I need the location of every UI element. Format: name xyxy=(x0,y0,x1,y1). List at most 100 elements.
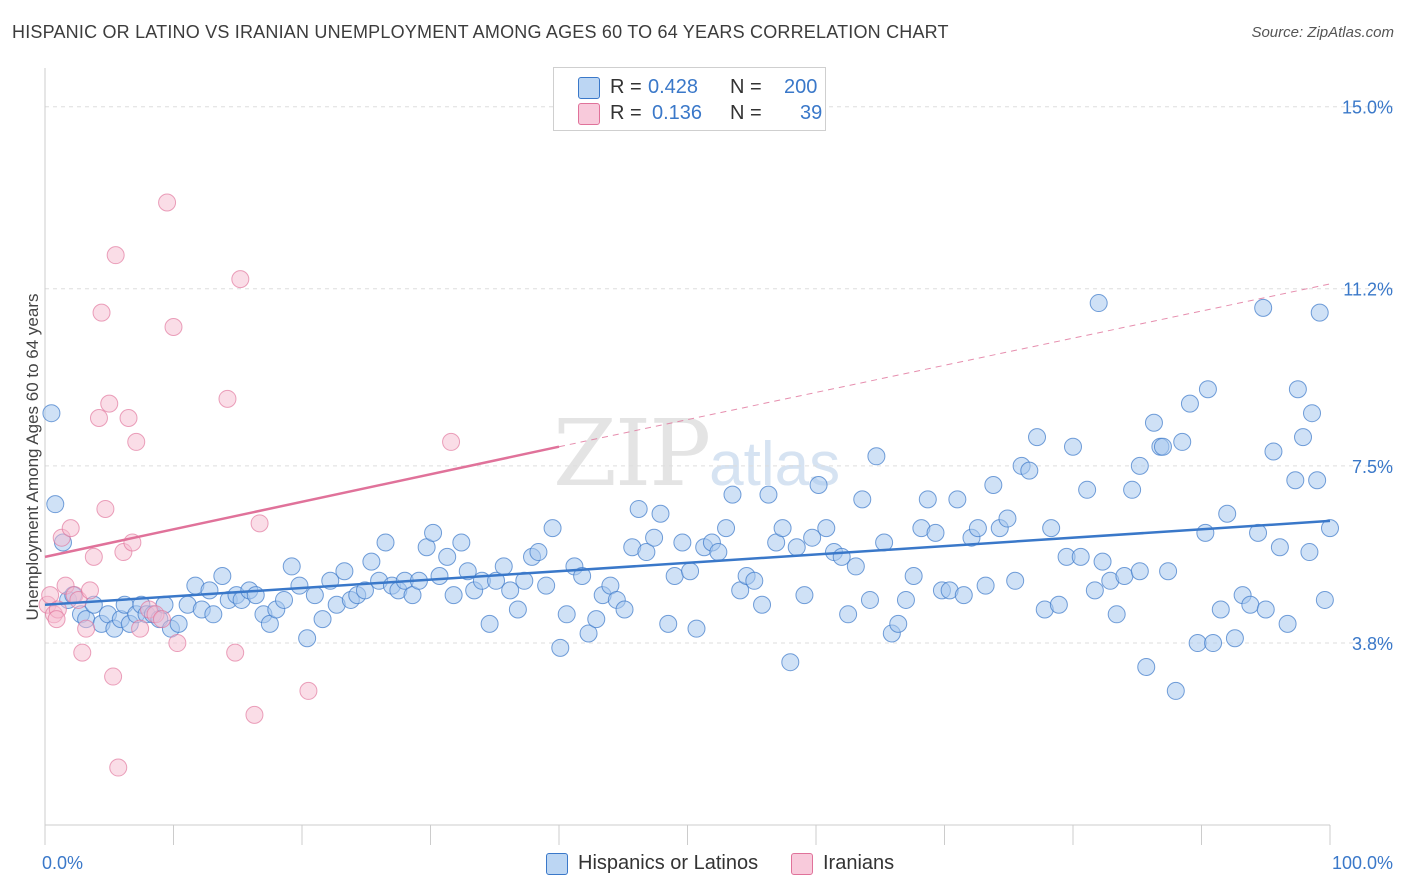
data-point-hispanics xyxy=(709,543,728,562)
trend-lines xyxy=(44,283,1331,606)
data-point-hispanics xyxy=(1315,590,1334,609)
data-point-hispanics xyxy=(430,567,449,585)
data-point-hispanics xyxy=(976,576,995,595)
data-point-hispanics xyxy=(1308,471,1327,490)
data-point-iranians xyxy=(106,246,125,265)
data-point-hispanics xyxy=(1241,595,1260,614)
data-point-hispanics xyxy=(1028,428,1047,447)
data-point-iranians xyxy=(127,432,146,451)
data-point-hispanics xyxy=(1049,595,1068,614)
data-point-hispanics xyxy=(213,567,232,585)
data-point-hispanics xyxy=(998,509,1017,528)
data-point-iranians xyxy=(158,193,177,212)
data-point-hispanics xyxy=(773,519,792,538)
data-point-hispanics xyxy=(659,614,678,633)
data-point-hispanics xyxy=(480,614,499,633)
tick-labels: 3.8% 7.5% 11.2% 15.0% 0.0% 100.0% xyxy=(42,98,1393,873)
data-point-hispanics xyxy=(673,533,692,552)
data-point-iranians xyxy=(245,705,264,724)
data-point-hispanics xyxy=(362,552,381,571)
data-point-hispanics xyxy=(1278,614,1297,633)
data-point-hispanics xyxy=(1020,461,1039,480)
data-point-iranians xyxy=(69,590,88,609)
data-point-iranians xyxy=(104,667,123,686)
grid-lines xyxy=(45,106,1395,644)
data-point-hispanics xyxy=(1159,562,1178,581)
legend-r-label: R = xyxy=(610,102,642,124)
data-point-hispanics xyxy=(1180,394,1199,413)
data-point-hispanics xyxy=(529,543,548,562)
data-point-iranians xyxy=(77,619,96,638)
data-point-hispanics xyxy=(1264,442,1283,461)
data-point-hispanics xyxy=(1042,519,1061,538)
trend-line-iranians-extension xyxy=(558,283,1331,448)
data-point-hispanics xyxy=(1310,303,1329,322)
data-point-hispanics xyxy=(889,614,908,633)
data-point-hispanics xyxy=(839,605,858,624)
legend-r-value: 0.428 xyxy=(648,76,699,98)
data-point-hispanics xyxy=(1321,519,1339,538)
data-point-hispanics xyxy=(1225,629,1244,648)
data-point-hispanics xyxy=(629,499,648,518)
data-point-hispanics xyxy=(753,595,772,614)
data-point-hispanics xyxy=(290,576,309,595)
data-point-hispanics xyxy=(918,490,937,509)
data-point-hispanics xyxy=(557,605,576,624)
data-point-hispanics xyxy=(984,476,1003,495)
data-point-hispanics xyxy=(615,600,634,619)
watermark-main: ZIP xyxy=(553,400,711,507)
data-point-hispanics xyxy=(846,557,865,576)
y-tick-label: 3.8% xyxy=(1352,634,1393,654)
legend-n-value: 39 xyxy=(800,102,823,124)
data-point-hispanics xyxy=(687,619,706,638)
data-point-hispanics xyxy=(1270,538,1289,557)
data-point-hispanics xyxy=(1254,298,1273,317)
x-tick-label: 100.0% xyxy=(1332,853,1393,873)
data-point-iranians xyxy=(168,634,187,653)
legend-swatch-pink xyxy=(578,103,600,125)
data-point-hispanics xyxy=(781,653,800,672)
data-point-hispanics xyxy=(795,586,814,605)
data-point-hispanics xyxy=(681,562,700,581)
data-point-iranians xyxy=(92,303,111,322)
correlation-legend: R = 0.428 N = 200 R = 0.136 N = 39 xyxy=(553,67,826,131)
data-point-hispanics xyxy=(1300,543,1319,562)
data-point-hispanics xyxy=(282,557,301,576)
data-point-hispanics xyxy=(1218,504,1237,523)
data-point-hispanics xyxy=(305,586,324,605)
legend-swatch-blue xyxy=(578,77,600,99)
data-point-hispanics xyxy=(1123,480,1142,499)
data-point-hispanics xyxy=(458,562,477,581)
data-point-hispanics xyxy=(803,528,822,547)
series-iranians-points xyxy=(38,193,461,777)
data-point-hispanics xyxy=(1196,523,1215,542)
source-label: Source: ZipAtlas.com xyxy=(1251,24,1394,41)
data-point-hispanics xyxy=(204,605,223,624)
data-point-hispanics xyxy=(1286,471,1305,490)
data-point-iranians xyxy=(100,394,119,413)
data-point-hispanics xyxy=(817,519,836,538)
legend-r-label: R = xyxy=(610,76,642,98)
data-point-hispanics xyxy=(1144,413,1163,432)
trend-line-hispanics xyxy=(44,519,1331,606)
data-point-hispanics xyxy=(298,629,317,648)
data-point-hispanics xyxy=(42,404,61,423)
data-point-hispanics xyxy=(1071,547,1090,566)
data-point-hispanics xyxy=(954,586,973,605)
data-point-hispanics xyxy=(1256,600,1275,619)
x-tick-label: 0.0% xyxy=(42,853,83,873)
data-point-hispanics xyxy=(452,533,471,552)
legend-n-value: 200 xyxy=(784,76,818,98)
data-point-hispanics xyxy=(809,476,828,495)
data-point-iranians xyxy=(73,643,92,662)
data-point-hispanics xyxy=(1188,634,1207,653)
data-point-hispanics xyxy=(543,519,562,538)
data-point-hispanics xyxy=(1153,437,1172,456)
data-point-iranians xyxy=(164,318,183,336)
data-point-hispanics xyxy=(1294,428,1313,447)
data-point-iranians xyxy=(80,581,99,600)
data-point-hispanics xyxy=(1006,571,1025,590)
data-point-iranians xyxy=(218,389,237,408)
data-point-hispanics xyxy=(1078,480,1097,499)
data-point-hispanics xyxy=(355,581,374,600)
